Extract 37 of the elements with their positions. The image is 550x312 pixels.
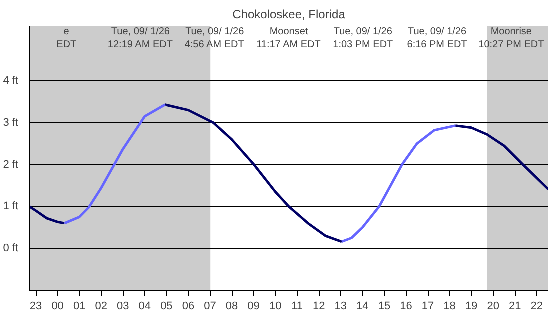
y-tick-label: 3 ft	[3, 116, 19, 129]
chart-title: Chokoloskee, Florida	[232, 8, 346, 22]
x-tick-label: 04	[138, 300, 152, 312]
x-tick-label: 05	[160, 300, 173, 312]
x-tick-label: 13	[334, 300, 348, 312]
x-tick-label: 15	[378, 300, 391, 312]
x-tick-label: 12	[313, 300, 326, 312]
x-tick-label: 02	[95, 300, 108, 312]
x-tick-label: 16	[400, 300, 412, 312]
annotation: Moonset 11:17 AM EDT	[256, 26, 321, 51]
x-tick-label: 09	[248, 300, 260, 312]
annotation: e EDT	[56, 26, 77, 51]
y-tick-label: 4 ft	[3, 74, 19, 87]
x-tick-label: 21	[508, 300, 522, 312]
x-tick-label: 20	[487, 300, 500, 312]
annotation: Tue, 09/ 1/26 1:03 PM EDT	[333, 26, 394, 51]
annotation: Tue, 09/ 1/26 6:16 PM EDT	[407, 26, 468, 51]
x-tick-label: 18	[444, 300, 456, 312]
x-tick-label: 11	[292, 300, 304, 312]
annotation: Tue, 09/ 1/26 12:19 AM EDT	[108, 26, 173, 51]
y-tick-label: 0 ft	[3, 242, 19, 255]
x-tick-label: 23	[30, 300, 42, 312]
x-tick-label: 10	[269, 300, 282, 312]
x-tick-label: 08	[226, 300, 238, 312]
x-tick-label: 06	[182, 300, 195, 312]
x-tick-label: 19	[465, 300, 478, 312]
x-tick-label: 01	[73, 300, 86, 312]
y-tick-label: 1 ft	[3, 200, 19, 213]
x-tick-label: 17	[422, 300, 434, 312]
x-tick-label: 22	[530, 300, 544, 312]
x-tick-label: 14	[356, 300, 369, 312]
x-tick-label: 00	[52, 300, 64, 312]
x-tick-label: 03	[117, 300, 130, 312]
x-tick-label: 07	[204, 300, 216, 312]
annotation: Moonrise 10:27 PM EDT	[478, 26, 544, 51]
y-tick-label: 2 ft	[3, 158, 19, 171]
annotation: Tue, 09/ 1/26 4:56 AM EDT	[184, 26, 245, 51]
